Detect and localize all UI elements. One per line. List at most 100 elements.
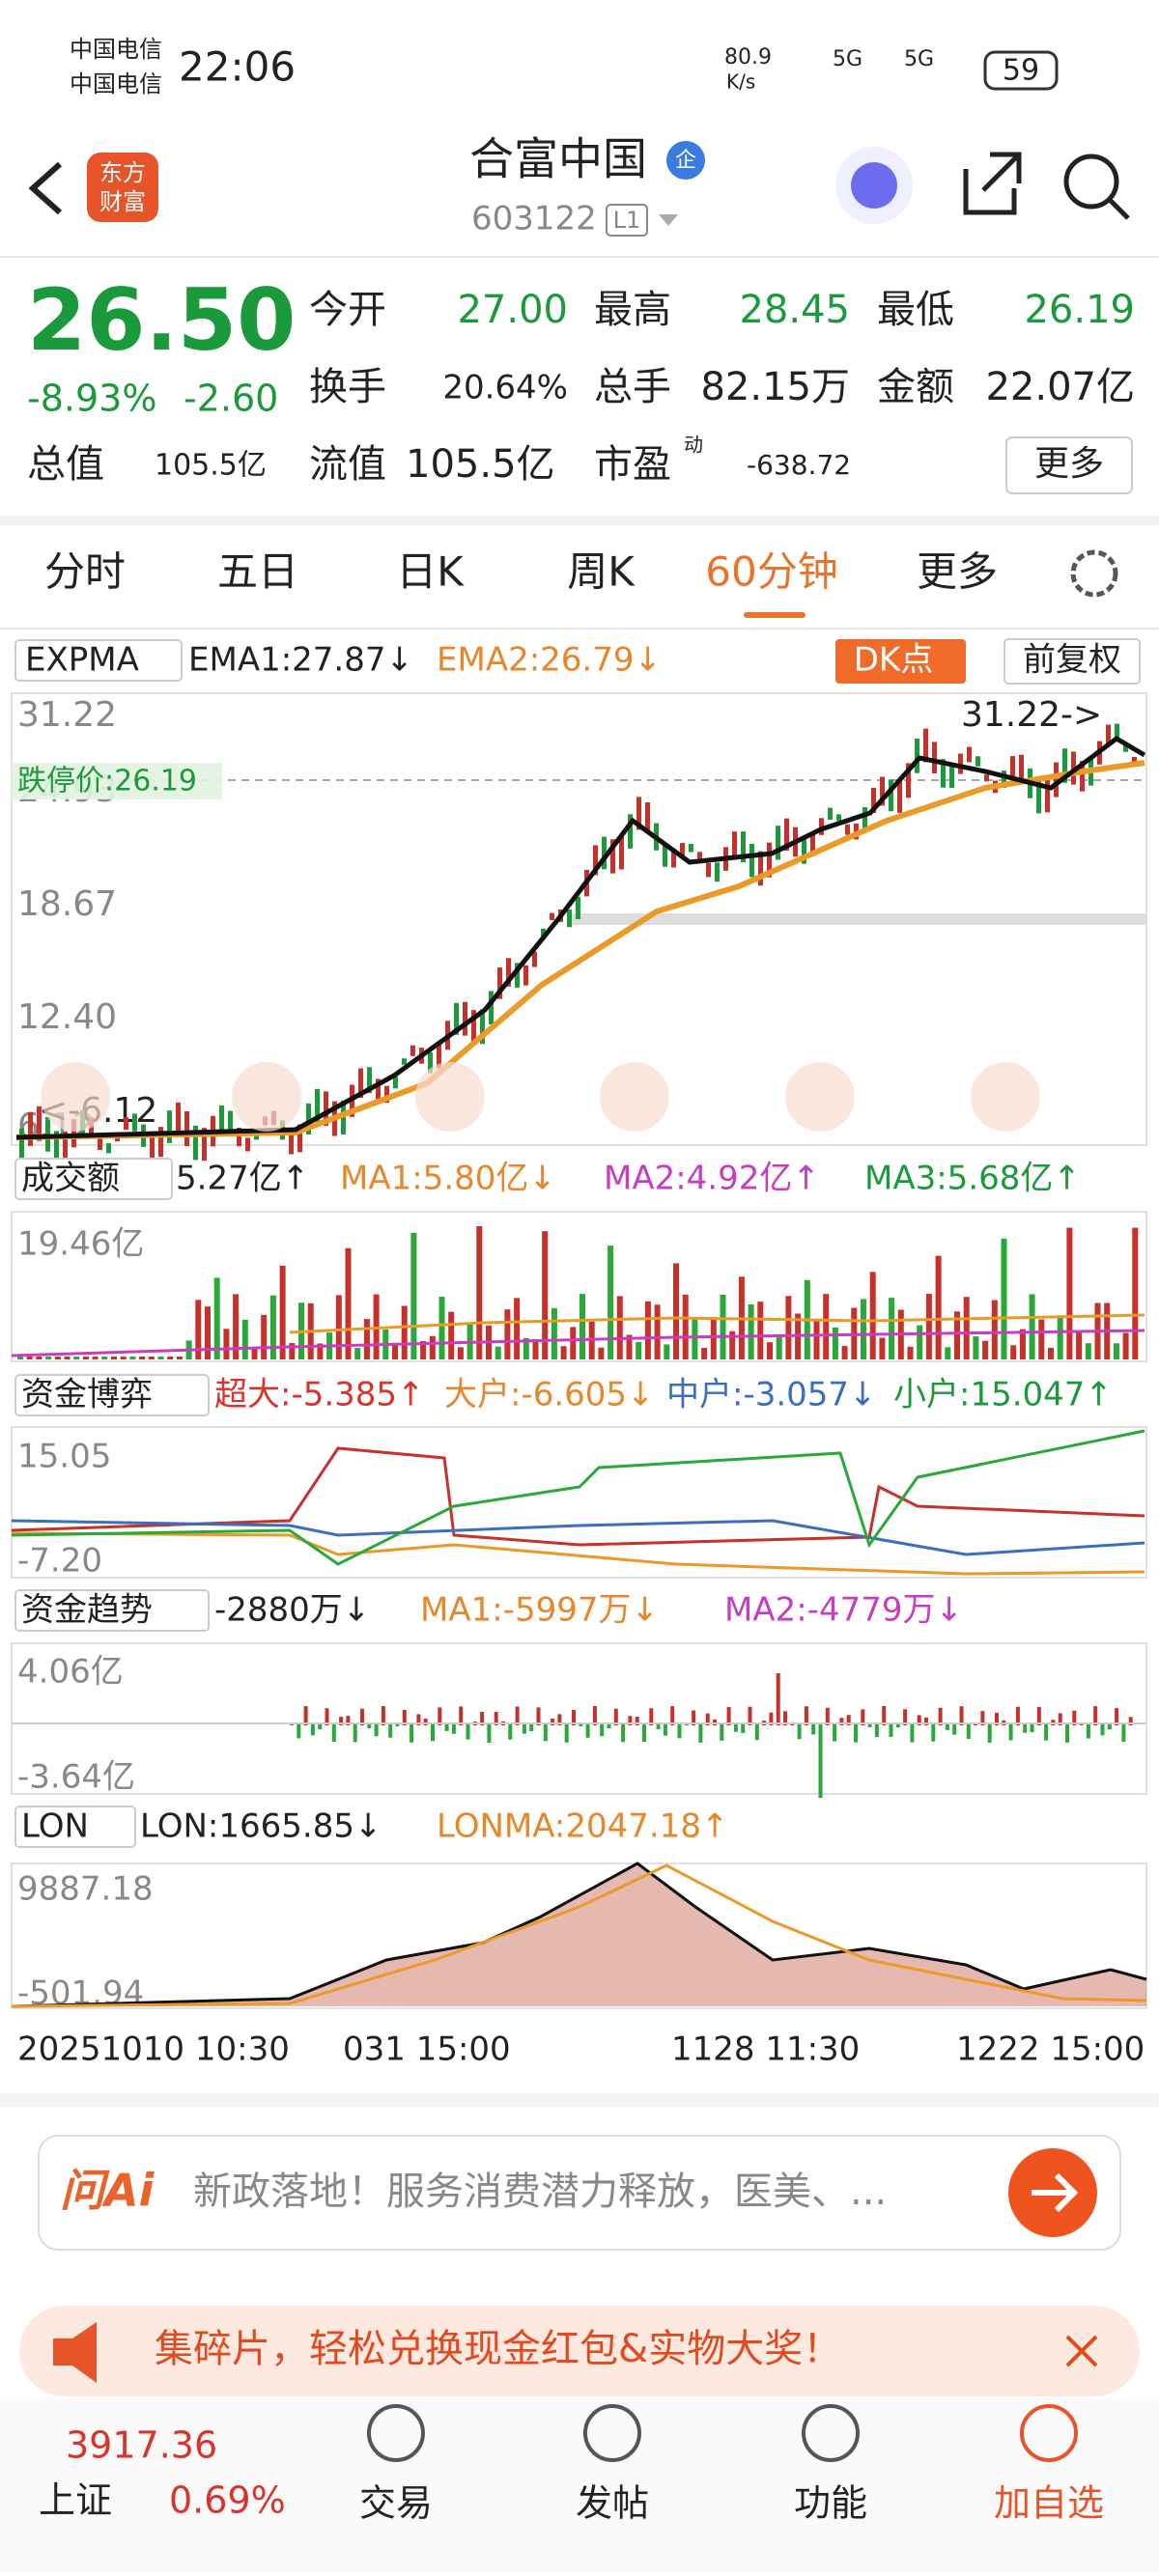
axis-label: 9887.18	[17, 1870, 154, 1909]
volume-bar	[982, 1340, 989, 1359]
indicator-select[interactable]	[14, 1158, 173, 1200]
indicator-select[interactable]	[14, 1589, 210, 1632]
volume-bar	[54, 1357, 61, 1359]
chart-control[interactable]	[600, 1062, 669, 1132]
tab[interactable]: 分时	[44, 548, 126, 596]
chart-control[interactable]	[41, 1062, 110, 1132]
tab[interactable]: 五日	[217, 548, 298, 596]
candle	[897, 779, 902, 813]
trend-bar	[924, 1717, 928, 1725]
fund-line	[11, 1446, 1145, 1547]
trend-bar	[1036, 1706, 1041, 1725]
volume-bar	[523, 1337, 529, 1359]
chart-control[interactable]	[971, 1062, 1040, 1132]
dk-button[interactable]	[835, 639, 966, 684]
candle	[71, 1119, 76, 1148]
trend-bar	[741, 1723, 746, 1733]
share-button[interactable]	[963, 152, 1022, 215]
logo[interactable]	[87, 153, 158, 222]
chart-frame	[11, 1642, 1147, 1795]
ema1-line	[15, 736, 1146, 1140]
candle	[454, 1002, 459, 1035]
carrier: 中国电信	[70, 70, 162, 98]
volume-bar	[251, 1347, 258, 1359]
volume-bar	[954, 1311, 960, 1359]
field-label: 最低	[877, 288, 954, 332]
candle	[741, 831, 746, 863]
nav-item[interactable]: 加自选	[994, 2482, 1104, 2525]
candle	[967, 746, 972, 763]
signal: 5G	[833, 47, 862, 71]
trend-bar	[381, 1706, 385, 1725]
nav-item[interactable]: 交易	[359, 2482, 433, 2525]
trend-bar	[698, 1723, 703, 1743]
trend-bar	[692, 1710, 696, 1725]
volume-bar	[429, 1335, 436, 1359]
trend-bar	[995, 1712, 999, 1725]
trend-bar	[825, 1707, 830, 1725]
volume-bar	[1029, 1294, 1035, 1359]
adjust-button[interactable]	[1004, 638, 1141, 685]
indicator-select[interactable]	[14, 1806, 136, 1848]
ai-bar[interactable]	[38, 2135, 1121, 2251]
trend-bar	[318, 1723, 323, 1730]
volume-bar	[757, 1302, 764, 1359]
nav-item[interactable]: 发帖	[576, 2482, 649, 2525]
tab[interactable]: 日K	[396, 548, 465, 596]
candle	[324, 1091, 328, 1127]
tab[interactable]: 周K	[567, 548, 636, 596]
chart-control[interactable]	[785, 1062, 855, 1132]
volume-bar	[917, 1325, 923, 1359]
more-button[interactable]	[1005, 436, 1133, 494]
volume-bar	[626, 1334, 633, 1359]
volume-bar	[167, 1357, 174, 1359]
volume-bar	[945, 1347, 951, 1359]
volume-bar	[157, 1357, 164, 1359]
volume-bar	[195, 1300, 202, 1359]
candle	[1036, 780, 1041, 814]
candle	[167, 1110, 172, 1143]
trend-bar	[642, 1723, 646, 1743]
trend-bar	[423, 1718, 428, 1725]
nav-item[interactable]: 功能	[794, 2482, 867, 2525]
tab[interactable]: 更多	[917, 548, 998, 596]
lon-area	[12, 1863, 1146, 2006]
adjust-label: 前复权	[1023, 641, 1121, 680]
candle	[906, 763, 911, 798]
trend-bar	[331, 1723, 336, 1742]
trend-bar	[557, 1714, 562, 1725]
tab[interactable]: 60分钟	[705, 548, 837, 596]
candle	[984, 774, 989, 782]
promo-close[interactable]	[1065, 2335, 1098, 2367]
candle	[245, 1137, 250, 1152]
back-button[interactable]	[28, 161, 62, 215]
search-button[interactable]	[1063, 154, 1119, 210]
candle	[776, 826, 780, 860]
trend-bar	[705, 1713, 710, 1725]
candle	[376, 1078, 381, 1101]
volume-bar	[213, 1277, 220, 1359]
trend-bar	[854, 1723, 858, 1743]
volume-bar	[64, 1357, 71, 1359]
trend-bar	[748, 1706, 752, 1725]
fund-item: 大户:-6.605↓	[444, 1376, 655, 1414]
settings[interactable]	[1070, 549, 1118, 598]
clock: 22:06	[179, 43, 296, 91]
volume-bar	[73, 1357, 80, 1359]
trend-bar	[466, 1723, 470, 1740]
change: -2.60	[184, 378, 278, 420]
trend-bar	[952, 1723, 957, 1735]
trend-bar	[339, 1717, 344, 1725]
volume-bar	[701, 1347, 708, 1359]
value: LON:1665.85↓	[140, 1807, 382, 1846]
chart-control[interactable]	[232, 1062, 301, 1132]
candle	[54, 1131, 59, 1165]
indicator-select[interactable]	[14, 1374, 210, 1416]
promo-banner[interactable]	[19, 2306, 1140, 2396]
candle	[184, 1111, 189, 1147]
indicator-select[interactable]	[14, 639, 183, 682]
volume-bar	[644, 1301, 651, 1359]
candle	[689, 844, 693, 853]
chart-control[interactable]	[415, 1062, 485, 1132]
trend-bar	[459, 1706, 464, 1725]
